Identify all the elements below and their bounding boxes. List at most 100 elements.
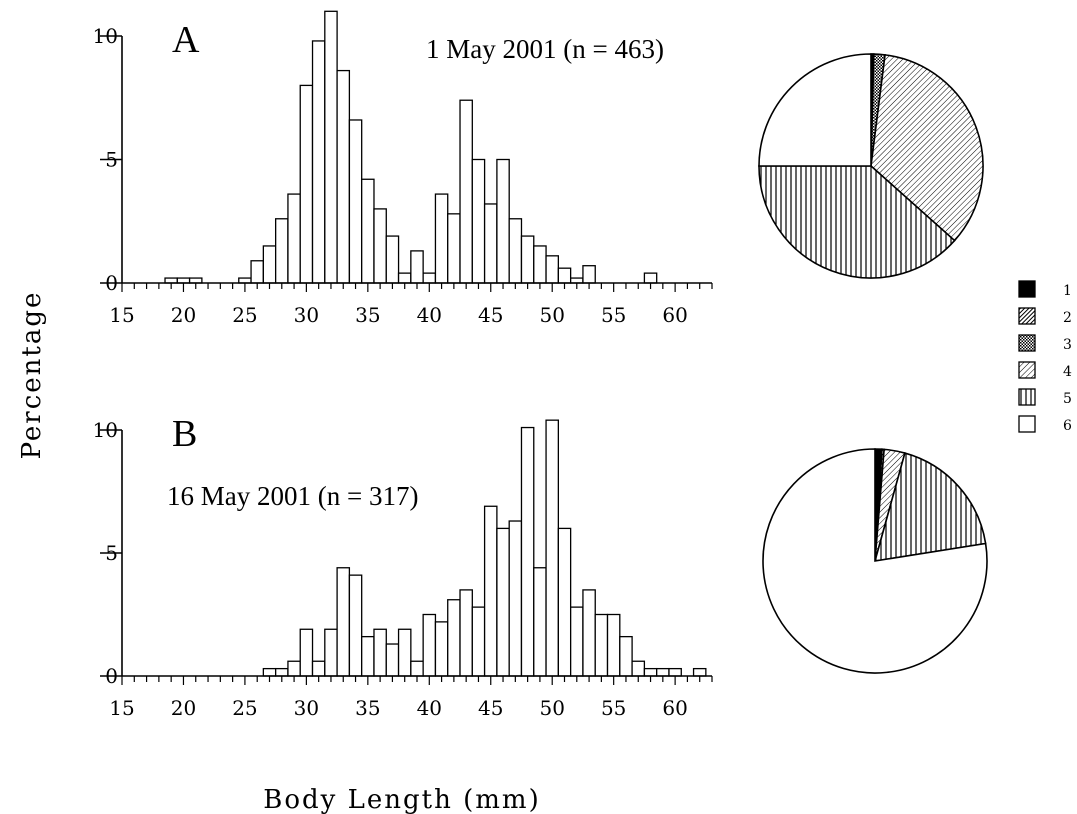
legend-swatch-2 — [1018, 307, 1036, 325]
histogram-bar — [361, 635, 375, 677]
y-tick-label: 5 — [105, 148, 118, 172]
legend-swatch-3 — [1018, 334, 1036, 352]
x-tick-label: 15 — [109, 303, 134, 327]
x-tick-label: 50 — [539, 303, 564, 327]
y-axis-label: Percentage — [17, 291, 47, 460]
legend-label: 2 — [1063, 310, 1072, 326]
histogram-bar — [324, 628, 338, 677]
pie-chart-a — [758, 53, 984, 279]
histogram-bar — [410, 660, 424, 677]
x-tick-label: 40 — [417, 303, 442, 327]
histogram-bar — [545, 255, 559, 284]
histogram-bar — [496, 527, 510, 677]
histogram-bar — [643, 667, 658, 677]
histogram-bar — [557, 527, 572, 677]
pie-slice-5 — [758, 165, 956, 279]
histogram-bar — [643, 272, 658, 284]
x-tick-label: 55 — [601, 303, 626, 327]
x-tick-label: 40 — [417, 696, 442, 720]
x-tick-label: 30 — [294, 696, 319, 720]
legend-label: 3 — [1063, 337, 1072, 353]
x-tick-label: 60 — [662, 303, 687, 327]
histogram-bar — [619, 635, 633, 677]
histogram-bar — [336, 69, 351, 284]
histogram-bar — [397, 628, 412, 677]
histogram-bar — [496, 158, 510, 284]
x-tick-label: 35 — [355, 303, 380, 327]
histogram-panel-a: 15 20 25 30 35 40 45 50 55 60 0 5 10 A 1 May 2001 (n =… — [93, 10, 713, 327]
legend-label: 4 — [1063, 364, 1072, 380]
pie-slice-6 — [762, 448, 988, 674]
histogram-bar — [483, 505, 498, 677]
legend-label: 5 — [1063, 391, 1072, 407]
histogram-bar — [582, 265, 596, 284]
histogram-bar — [422, 272, 437, 284]
histogram-bar — [336, 567, 351, 677]
y-tick-label: 0 — [105, 271, 118, 295]
histogram-bar — [508, 218, 523, 284]
sample-date-label: 1 May 2001 (n = 463) — [426, 34, 664, 64]
pie-chart-b — [762, 448, 988, 674]
histogram-bar — [520, 426, 535, 677]
histogram-bar — [274, 667, 289, 677]
y-tick-label: 0 — [105, 664, 118, 688]
histogram-bar — [287, 193, 301, 284]
histogram-bar — [631, 660, 646, 677]
histogram-bar — [508, 520, 523, 677]
histogram-bar — [594, 613, 609, 677]
panel-label: B — [172, 413, 197, 455]
legend-swatch-4 — [1018, 361, 1036, 379]
histogram-bar — [373, 208, 387, 284]
histogram-bar — [656, 667, 670, 677]
histogram-bar — [250, 260, 264, 284]
histogram-bar — [434, 621, 449, 677]
sample-date-label: 16 May 2001 (n = 317) — [167, 481, 418, 511]
histogram-bar — [262, 667, 277, 677]
histogram-bar — [410, 250, 424, 284]
histogram-bar — [311, 660, 326, 677]
histogram-bar — [311, 40, 326, 284]
x-axis-label: Body Length (mm) — [263, 785, 540, 814]
histogram-bar — [373, 628, 387, 677]
histogram-bar — [434, 193, 449, 284]
histogram-bar — [459, 589, 473, 677]
x-tick-label: 25 — [232, 696, 257, 720]
histogram-bar — [287, 660, 301, 677]
histogram-bar — [262, 245, 277, 284]
histogram-bar — [324, 10, 338, 284]
panel-label: A — [172, 19, 200, 61]
histogram-bar — [348, 119, 363, 284]
histogram-bar — [668, 667, 682, 677]
histogram-bar — [459, 99, 473, 284]
histogram-bar — [422, 613, 437, 677]
histogram-bar — [533, 567, 547, 677]
histogram-bar — [483, 203, 498, 284]
x-tick-label: 20 — [171, 696, 196, 720]
x-tick-label: 25 — [232, 303, 257, 327]
histogram-bar — [385, 235, 400, 284]
histogram-bar — [397, 272, 412, 284]
x-tick-label: 45 — [478, 303, 503, 327]
x-tick-label: 15 — [109, 696, 134, 720]
histogram-bar — [545, 419, 559, 677]
histogram-bar — [471, 158, 486, 284]
histogram-bar — [557, 267, 572, 284]
histogram-bar — [385, 643, 400, 677]
histogram-bar — [533, 245, 547, 284]
legend: 1 2 3 4 5 6 — [1018, 280, 1072, 434]
legend-label: 6 — [1063, 418, 1072, 434]
histogram-bar — [520, 235, 535, 284]
histogram-bar — [447, 599, 461, 677]
histogram-bar — [447, 213, 461, 284]
histogram-bar — [582, 589, 596, 677]
histogram-bar — [606, 613, 621, 677]
legend-swatch-1 — [1018, 280, 1036, 298]
y-tick-label: 10 — [93, 418, 118, 442]
x-tick-label: 55 — [601, 696, 626, 720]
histogram-bar — [274, 218, 289, 284]
x-tick-label: 45 — [478, 696, 503, 720]
y-tick-label: 10 — [93, 24, 118, 48]
pie-slice-6 — [758, 53, 872, 167]
x-tick-label: 50 — [539, 696, 564, 720]
